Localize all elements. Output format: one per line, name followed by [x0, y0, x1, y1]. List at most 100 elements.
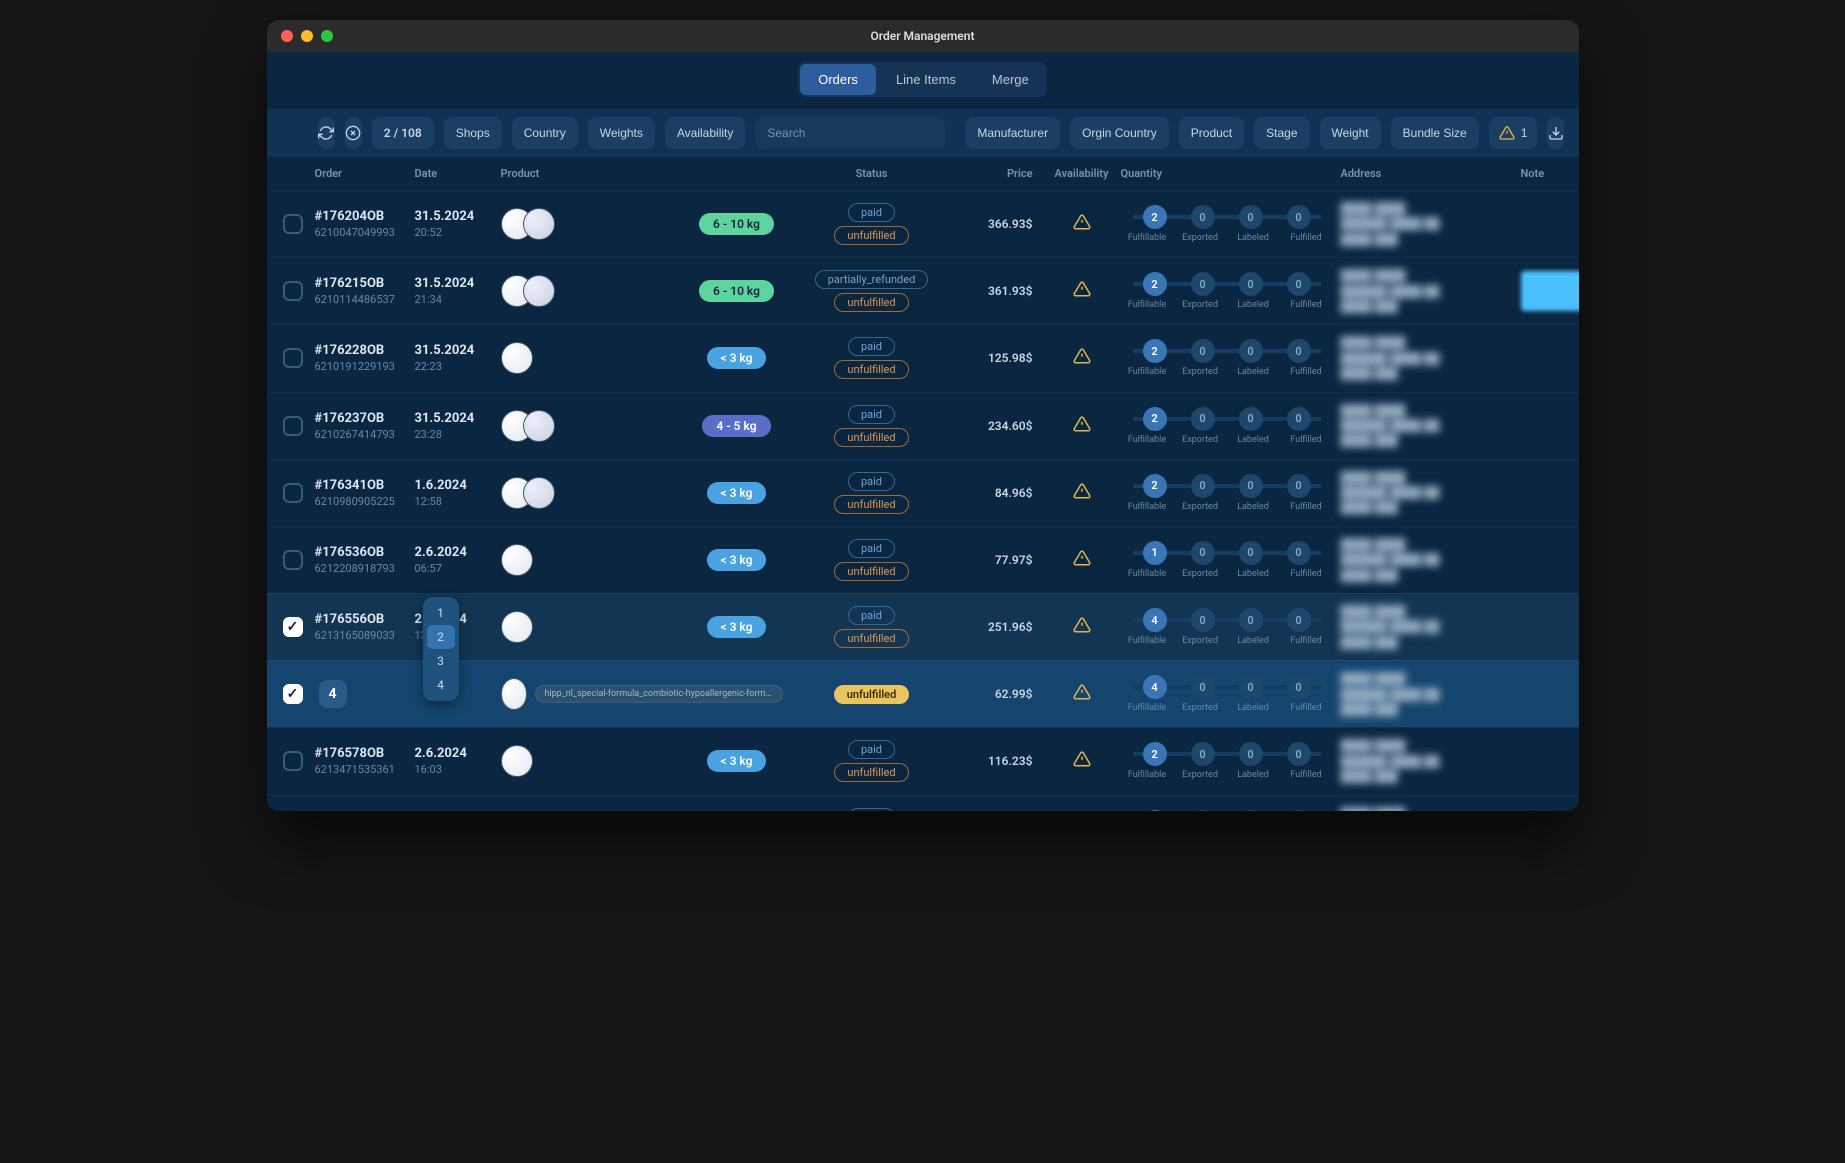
- product-image: [501, 678, 528, 710]
- row-checkbox[interactable]: [283, 483, 303, 503]
- order-date: 31.5.2024: [415, 343, 493, 358]
- status-paid: paid: [848, 405, 895, 424]
- price: 84.96$: [957, 484, 1047, 502]
- table-row[interactable]: #176341OB62109809052251.6.202412:58< 3 k…: [267, 459, 1579, 526]
- tab-line-items[interactable]: Line Items: [878, 62, 974, 97]
- product-image: [501, 544, 533, 576]
- column-headers: Order Date Product Status Price Availabi…: [267, 157, 1579, 190]
- status-paid: paid: [848, 337, 895, 356]
- step-1: 0: [1191, 742, 1215, 766]
- order-date: 2.6.2024: [415, 746, 493, 761]
- col-product: Product: [497, 163, 687, 184]
- step-1: 0: [1191, 339, 1215, 363]
- order-date: 1.6.2024: [415, 478, 493, 493]
- clear-button[interactable]: [345, 117, 362, 149]
- order-time: 23:28: [415, 428, 493, 441]
- row-checkbox[interactable]: [283, 214, 303, 234]
- table-row[interactable]: #176588OB62135550937692.6.202416:456 - 1…: [267, 795, 1579, 811]
- filter-availability[interactable]: Availability: [665, 117, 745, 149]
- col-availability: Availability: [1047, 163, 1117, 184]
- address: ████ ██████████ ████ ██████ ███: [1337, 266, 1517, 316]
- group-bundle-size[interactable]: Bundle Size: [1391, 117, 1479, 149]
- quantity-popup[interactable]: 1234: [423, 597, 459, 701]
- address: ████ ██████████ ████ ██████ ███: [1337, 401, 1517, 451]
- group-weight[interactable]: Weight: [1320, 117, 1381, 149]
- window-title: Order Management: [267, 29, 1579, 43]
- row-checkbox[interactable]: [283, 684, 303, 704]
- group-manufacturer[interactable]: Manufacturer: [965, 117, 1060, 149]
- group-product[interactable]: Product: [1179, 117, 1244, 149]
- tab-orders[interactable]: Orders: [800, 64, 876, 95]
- popup-option[interactable]: 2: [427, 625, 455, 649]
- step-3: 0: [1287, 675, 1311, 699]
- quantity-steps: 2000FulfillableExportedLabeledFulfilled: [1117, 203, 1337, 245]
- refresh-icon: [318, 125, 334, 141]
- row-checkbox[interactable]: [283, 281, 303, 301]
- table-row[interactable]: 4 hipp_nl_special-formula_combiotic-hypoa…: [267, 660, 1579, 727]
- product-label: hipp_nl_special-formula_combiotic-hypoal…: [535, 685, 782, 703]
- order-time: 16:03: [415, 763, 493, 776]
- popup-option[interactable]: 1: [427, 601, 455, 625]
- group-origin-country[interactable]: Orgin Country: [1070, 117, 1169, 149]
- group-stage[interactable]: Stage: [1254, 117, 1309, 149]
- toolbar: 2 / 108 Shops Country Weights Availabili…: [267, 109, 1579, 157]
- popup-option[interactable]: 3: [427, 649, 455, 673]
- order-date: 31.5.2024: [415, 411, 493, 426]
- tab-merge[interactable]: Merge: [974, 62, 1047, 97]
- qty-chip[interactable]: 4: [319, 680, 347, 708]
- row-checkbox[interactable]: [283, 416, 303, 436]
- price: 116.23$: [957, 752, 1047, 770]
- maximize-icon[interactable]: [321, 30, 333, 42]
- minimize-icon[interactable]: [301, 30, 313, 42]
- table-row[interactable]: #176578OB62134715353612.6.202416:03< 3 k…: [267, 727, 1579, 794]
- alerts-button[interactable]: 1: [1489, 117, 1538, 149]
- step-2: 0: [1239, 407, 1263, 431]
- x-circle-icon: [345, 125, 361, 141]
- row-checkbox[interactable]: [283, 617, 303, 637]
- col-note: Note: [1517, 163, 1577, 184]
- price: 361.93$: [957, 282, 1047, 300]
- warning-icon: [1073, 683, 1091, 705]
- product-image-2: [523, 410, 555, 442]
- filter-shops[interactable]: Shops: [444, 117, 502, 149]
- download-icon: [1548, 125, 1564, 141]
- table-row[interactable]: #176215OB621011448653731.5.202421:346 - …: [267, 257, 1579, 324]
- step-2: 0: [1239, 742, 1263, 766]
- download-button[interactable]: [1547, 117, 1564, 149]
- warning-icon: [1073, 482, 1091, 504]
- status-unfulfilled: unfulfilled: [834, 629, 908, 648]
- warning-icon: [1073, 616, 1091, 638]
- row-checkbox[interactable]: [283, 348, 303, 368]
- step-0: 2: [1143, 272, 1167, 296]
- weight-badge: < 3 kg: [707, 616, 767, 638]
- table-row[interactable]: #176556OB62131650890332.6.202413:30< 3 k…: [267, 593, 1579, 660]
- price: 366.93$: [957, 215, 1047, 233]
- table-row[interactable]: #176237OB621026741479331.5.202423:284 - …: [267, 392, 1579, 459]
- quantity-steps: 2000FulfillableExportedLabeledFulfilled: [1117, 337, 1337, 379]
- step-2: 0: [1239, 810, 1263, 811]
- status-paid: paid: [848, 203, 895, 222]
- filter-weights[interactable]: Weights: [588, 117, 655, 149]
- popup-option[interactable]: 4: [427, 673, 455, 697]
- refresh-button[interactable]: [318, 117, 335, 149]
- selection-count: 2 / 108: [372, 117, 434, 149]
- table-row[interactable]: #176536OB62122089187932.6.202406:57< 3 k…: [267, 526, 1579, 593]
- row-checkbox[interactable]: [283, 751, 303, 771]
- table-row[interactable]: #176228OB621019122919331.5.202422:23< 3 …: [267, 324, 1579, 391]
- status-unfulfilled: unfulfilled: [834, 495, 908, 514]
- search-input[interactable]: [755, 117, 945, 149]
- table-row[interactable]: #176204OB621004704999331.5.202420:526 - …: [267, 190, 1579, 257]
- quantity-steps: 2000FulfillableExportedLabeledFulfilled: [1117, 270, 1337, 312]
- step-0: 4: [1143, 608, 1167, 632]
- row-checkbox[interactable]: [283, 550, 303, 570]
- alert-count: 1: [1521, 126, 1528, 140]
- filter-country[interactable]: Country: [512, 117, 578, 149]
- status-paid: paid: [848, 539, 895, 558]
- address: ████ ██████████ ████ ██████ ███: [1337, 602, 1517, 652]
- table[interactable]: Order Date Product Status Price Availabi…: [267, 157, 1579, 811]
- step-3: 0: [1287, 810, 1311, 811]
- close-icon[interactable]: [281, 30, 293, 42]
- step-2: 0: [1239, 541, 1263, 565]
- status-unfulfilled: unfulfilled: [834, 293, 908, 312]
- step-1: 0: [1191, 675, 1215, 699]
